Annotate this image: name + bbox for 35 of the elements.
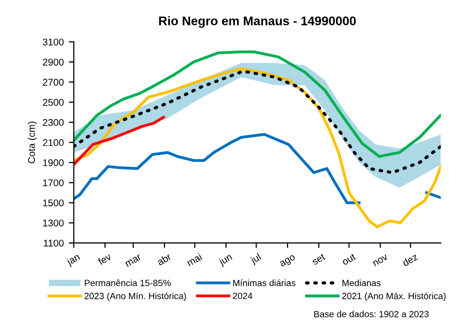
legend-label: Medianas xyxy=(342,280,381,286)
legend-label: 2021 (Ano Máx. Histórica) xyxy=(342,292,446,301)
x-tick-label: jun xyxy=(218,253,234,268)
y-tick-label: 1300 xyxy=(43,220,64,226)
x-tick-label: jul xyxy=(250,253,262,266)
y-tick-label: 1500 xyxy=(43,199,64,206)
x-tick-label: set xyxy=(312,253,326,266)
x-tick-label: fev xyxy=(97,252,112,266)
x-tick-label: nov xyxy=(372,254,388,266)
legend-label: Mínimas diárias xyxy=(233,279,296,286)
x-tick-label: out xyxy=(342,253,356,266)
line-series xyxy=(74,68,441,228)
x-tick-label: ago xyxy=(280,254,296,268)
y-tick-label: 2500 xyxy=(42,98,64,106)
text: Base de dados: 1902 a 2023 xyxy=(314,310,429,318)
legend-label: 2023 (Ano Mín. Histórica) xyxy=(84,292,186,301)
chart-title: Rio Negro em Manaus - 14990000 xyxy=(159,16,356,28)
y-axis-title: Cota (cm) xyxy=(28,122,37,164)
x-tick-label: abr xyxy=(156,252,172,266)
y-tick-label: 1700 xyxy=(43,179,64,186)
legend-label: 2024 xyxy=(232,292,252,300)
x-tick-label: mar xyxy=(125,254,142,267)
y-tick-label: 2700 xyxy=(42,78,64,86)
x-tick-label: jan xyxy=(66,253,82,268)
y-tick-label: 2900 xyxy=(42,58,64,66)
y-tick-label: 2100 xyxy=(42,139,64,146)
line-series xyxy=(74,116,165,166)
x-tick-label: mai xyxy=(186,253,202,266)
y-tick-label: 3100 xyxy=(42,38,64,46)
y-tick-label: 2300 xyxy=(42,119,64,126)
y-tick-label: 1100 xyxy=(44,240,64,247)
x-tick-label: dez xyxy=(402,252,418,266)
legend-label: Permanência 15-85% xyxy=(84,280,171,286)
line-series xyxy=(74,50,441,158)
y-tick-label: 1900 xyxy=(43,159,64,166)
